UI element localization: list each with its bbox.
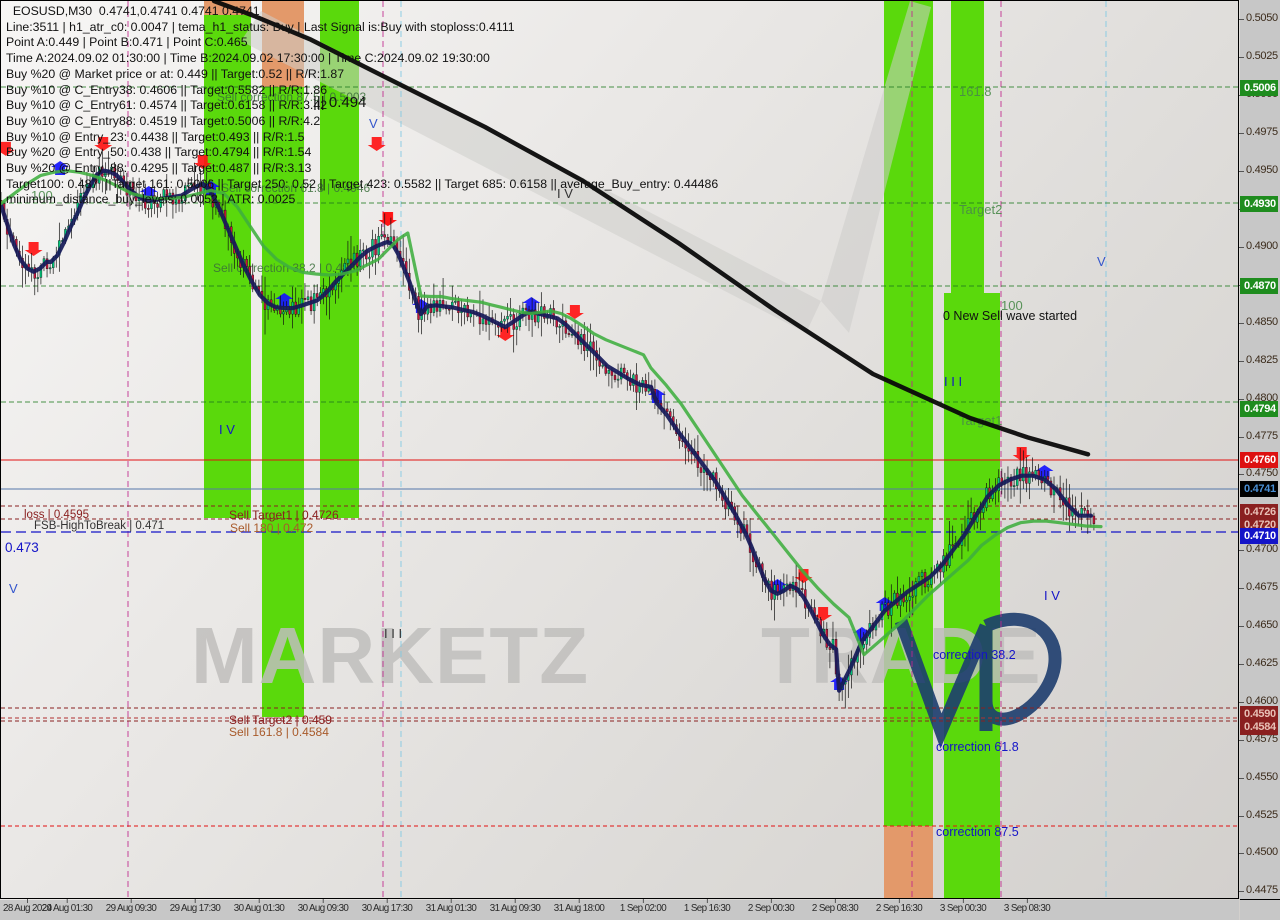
svg-text:Target2: Target2 (959, 202, 1002, 217)
svg-text:correction 87.5: correction 87.5 (936, 825, 1019, 839)
svg-text:0 New Sell wave started: 0 New Sell wave started (943, 309, 1077, 323)
svg-text:FSB-HighToBreak | 0.471: FSB-HighToBreak | 0.471 (34, 520, 164, 532)
svg-text:V: V (1097, 254, 1106, 269)
svg-text:I V: I V (1044, 588, 1060, 603)
svg-text:MARKETZ: MARKETZ (191, 611, 589, 700)
svg-text:Sell 180 | 0.472: Sell 180 | 0.472 (230, 521, 314, 535)
svg-text:correction 38.2: correction 38.2 (933, 648, 1016, 662)
svg-text:I I I: I I I (944, 374, 962, 389)
svg-text:Sell Target1 | 0.4726: Sell Target1 | 0.4726 (229, 508, 339, 522)
svg-text:V: V (9, 581, 18, 596)
svg-text:correction 61.8: correction 61.8 (936, 740, 1019, 754)
svg-text:Sell 161.8 | 0.4584: Sell 161.8 | 0.4584 (229, 725, 329, 739)
svg-text:0.473: 0.473 (5, 540, 39, 555)
svg-text:I V: I V (219, 422, 235, 437)
svg-text:I I I: I I I (384, 626, 402, 641)
svg-text:161.8: 161.8 (959, 84, 992, 99)
